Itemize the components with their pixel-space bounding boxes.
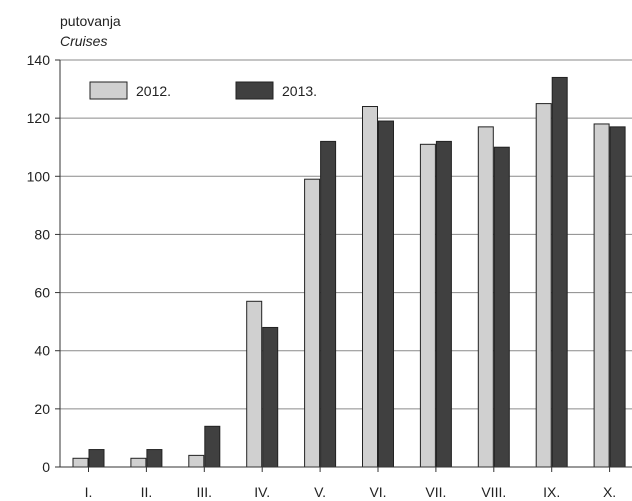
x-tick-label: X. [603, 484, 616, 500]
bar-2013-6 [378, 120, 394, 468]
x-tick-label: III. [197, 484, 213, 500]
bar-2012-9 [535, 103, 552, 468]
bar-2013-7 [435, 140, 452, 468]
legend-swatch-1 [89, 81, 128, 100]
x-tick-label: VIII. [481, 484, 506, 500]
legend-swatch-2 [235, 81, 274, 100]
y-tick-label: 100 [27, 168, 51, 184]
y-tick-label: 60 [34, 285, 50, 301]
legend: 2012. 2013. [89, 81, 317, 100]
bar-2012-6 [362, 106, 378, 468]
legend-label-2: 2013. [282, 83, 317, 99]
y-axis-ticks: 0 20 40 60 80 100 120 140 [27, 52, 60, 475]
bar-2013-10 [609, 126, 626, 468]
bar-2012-8 [477, 126, 494, 468]
y-tick-label: 80 [34, 226, 50, 242]
bar-2012-2 [130, 457, 147, 468]
y-tick-label: 120 [27, 110, 51, 126]
bar-2013-8 [493, 146, 510, 468]
y-tick-label: 40 [34, 343, 50, 359]
x-tick-label: I. [85, 484, 93, 500]
x-tick-label: IX. [543, 484, 560, 500]
bar-2013-3 [204, 425, 221, 468]
bar-2013-1 [88, 449, 105, 468]
y-axis-label-sub: Cruises [60, 33, 107, 49]
axes [59, 60, 632, 468]
x-tick-label: VI. [369, 484, 386, 500]
bar-2012-4 [246, 300, 263, 468]
legend-label-1: 2012. [136, 83, 171, 99]
bar-2012-5 [304, 178, 321, 468]
bar-2012-10 [593, 123, 610, 468]
y-tick-label: 0 [42, 459, 50, 475]
bar-2012-1 [72, 457, 89, 468]
bar-2013-9 [551, 76, 568, 468]
x-tick-label: VII. [425, 484, 446, 500]
x-tick-label: V. [314, 484, 326, 500]
bars [72, 76, 626, 468]
bar-2013-4 [262, 326, 279, 468]
y-tick-label: 140 [27, 52, 51, 68]
gridlines [60, 59, 632, 410]
x-tick-label: II. [141, 484, 153, 500]
bar-2012-7 [419, 143, 436, 468]
y-axis-label: putovanja [60, 13, 121, 29]
y-tick-label: 20 [34, 401, 50, 417]
x-axis-ticks: I. II. III. IV. V. VI. VII. VIII. IX. X. [85, 467, 616, 500]
x-tick-label: IV. [254, 484, 270, 500]
bar-2012-3 [188, 454, 205, 468]
bar-2013-5 [320, 140, 337, 468]
bar-2013-2 [146, 449, 163, 468]
